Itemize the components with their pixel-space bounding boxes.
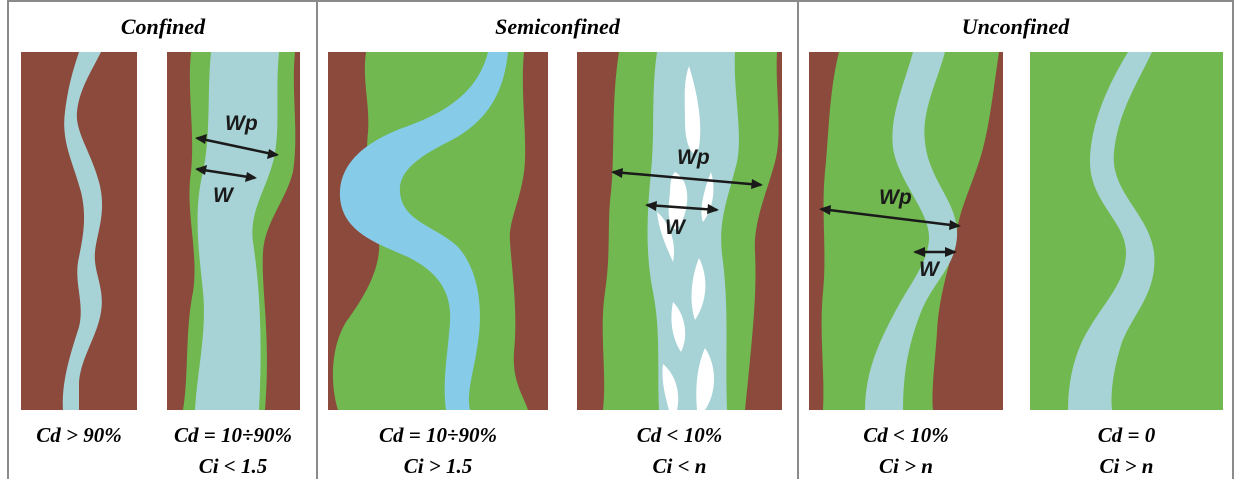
- channel: [62, 52, 103, 410]
- channel: [647, 52, 739, 410]
- wp-arrowhead-left: [195, 134, 207, 144]
- w-arrowhead-right: [245, 172, 257, 182]
- column-title-confined: Confined: [120, 14, 206, 39]
- channel-bar: [662, 364, 679, 410]
- caption-cd-p1: Cd > 90%: [36, 423, 122, 447]
- caption-cd-p6: Cd = 0: [1097, 423, 1156, 447]
- w-label: W: [919, 258, 941, 281]
- wp-arrowhead-left: [611, 168, 623, 178]
- w-arrow: [646, 203, 718, 212]
- caption-cd-p5: Cd < 10%: [863, 423, 949, 447]
- panel-unconfined-edge: Wp W: [809, 52, 1003, 410]
- panel-semiconfined-meander-illustration: [328, 52, 548, 410]
- top-border: [8, 0, 1234, 2]
- wp-arrowhead-right: [949, 220, 961, 230]
- caption-cd-p3: Cd = 10÷90%: [379, 423, 497, 447]
- panel-confined-narrow-illustration: [21, 52, 137, 410]
- w-arrowhead-right: [707, 204, 719, 214]
- panel-semiconfined-braided: Wp W: [577, 52, 782, 410]
- column-title-semiconfined: Semiconfined: [495, 14, 620, 39]
- w-arrow: [196, 167, 256, 180]
- divider-semiconfined-unconfined: [797, 0, 799, 479]
- wp-arrow: [820, 207, 960, 228]
- panel-semiconfined-braided-illustration: Wp W: [577, 52, 782, 410]
- channel-bar: [691, 258, 706, 320]
- caption-ci-p2: Ci < 1.5: [198, 454, 268, 478]
- channel-bar: [684, 66, 701, 154]
- panel-unconfined-edge-illustration: Wp W: [809, 52, 1003, 410]
- channel-bar: [696, 348, 714, 410]
- w-arrowhead-left: [195, 165, 207, 175]
- w-label: W: [213, 184, 235, 207]
- panel-confined-narrow: [21, 52, 137, 410]
- panel-unconfined-free: [1030, 52, 1223, 410]
- channel-bar: [657, 212, 675, 262]
- caption-cd-p4: Cd < 10%: [636, 423, 723, 447]
- w-arrowhead-left: [645, 201, 657, 211]
- w-arrowhead-right: [945, 247, 957, 257]
- wp-arrow: [612, 170, 762, 187]
- wp-label: Wp: [677, 146, 710, 169]
- caption-ci-p6: Ci > n: [1099, 454, 1154, 478]
- wp-label: Wp: [225, 112, 258, 135]
- wp-arrowhead-right: [267, 149, 279, 159]
- channel-bar: [671, 302, 686, 352]
- floodplain: [821, 52, 999, 410]
- column-title-unconfined: Unconfined: [961, 14, 1070, 39]
- panel-semiconfined-meander: [328, 52, 548, 410]
- channel: [865, 52, 958, 410]
- channel-bar: [668, 172, 688, 230]
- channel: [1068, 52, 1155, 410]
- wp-arrowhead-left: [819, 205, 831, 215]
- panel-confined-partial: Wp W: [167, 52, 300, 410]
- panel-unconfined-free-illustration: [1030, 52, 1223, 410]
- panel-confined-partial-illustration: Wp W: [167, 52, 300, 410]
- w-arrowhead-left: [913, 247, 925, 257]
- divider-confined-semiconfined: [316, 0, 318, 479]
- caption-cd-p2: Cd = 10÷90%: [174, 423, 292, 447]
- right-border: [1232, 0, 1234, 479]
- caption-ci-p5: Ci > n: [879, 454, 933, 478]
- caption-ci-p3: Ci > 1.5: [403, 454, 473, 478]
- channel: [339, 52, 508, 410]
- wp-arrow: [196, 136, 278, 157]
- w-label: W: [665, 216, 687, 239]
- wp-label: Wp: [879, 186, 912, 209]
- caption-ci-p4: Ci < n: [652, 454, 707, 478]
- left-border: [7, 0, 9, 479]
- wp-arrowhead-right: [751, 179, 763, 189]
